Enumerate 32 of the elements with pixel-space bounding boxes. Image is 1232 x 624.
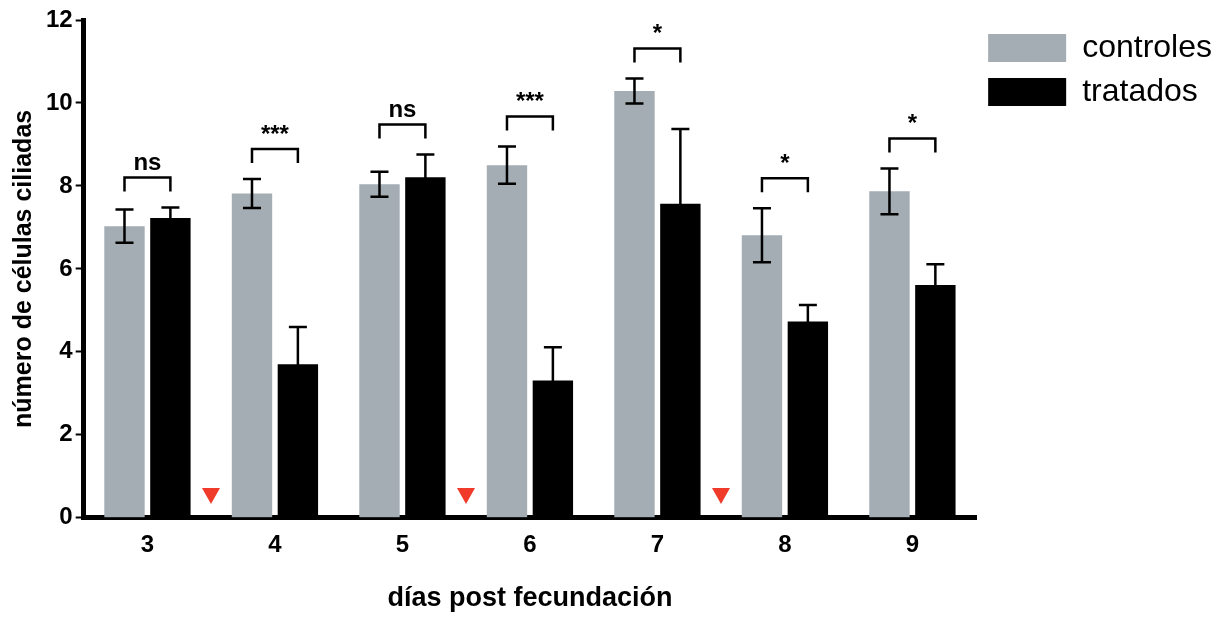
bar bbox=[741, 235, 783, 518]
x-tick-label: 8 bbox=[778, 529, 792, 557]
x-tick-label: 6 bbox=[523, 529, 537, 557]
x-tick-label: 7 bbox=[650, 529, 665, 557]
y-tick-label: 10 bbox=[45, 87, 73, 115]
bar bbox=[359, 184, 400, 518]
legend-label: tratados bbox=[1082, 71, 1198, 108]
annotation: *** bbox=[515, 87, 545, 115]
bar bbox=[869, 191, 910, 518]
x-tick-label: 3 bbox=[140, 529, 155, 557]
y-tick-label: 4 bbox=[59, 336, 74, 364]
y-tick-label: 0 bbox=[59, 502, 73, 530]
annotation: ns bbox=[388, 95, 417, 123]
legend-label: controles bbox=[1082, 27, 1212, 64]
bar bbox=[614, 90, 655, 518]
annotation: * bbox=[907, 109, 918, 137]
annotation: ns bbox=[133, 148, 162, 176]
x-tick-label: 4 bbox=[268, 529, 283, 557]
y-tick-label: 2 bbox=[59, 419, 73, 447]
x-tick-label: 9 bbox=[905, 529, 920, 557]
x-axis-title: días post fecundación bbox=[387, 582, 673, 613]
y-tick-label: 8 bbox=[59, 170, 73, 198]
y-axis-title: número de células ciliadas bbox=[7, 109, 36, 428]
annotation: *** bbox=[260, 119, 290, 147]
annotation: * bbox=[652, 19, 663, 47]
bar bbox=[231, 193, 273, 518]
bar bbox=[486, 165, 528, 518]
y-tick-label: 6 bbox=[59, 253, 73, 281]
annotation: * bbox=[780, 148, 791, 176]
y-tick-label: 12 bbox=[45, 4, 73, 32]
bar bbox=[104, 226, 145, 518]
x-tick-label: 5 bbox=[395, 529, 410, 557]
